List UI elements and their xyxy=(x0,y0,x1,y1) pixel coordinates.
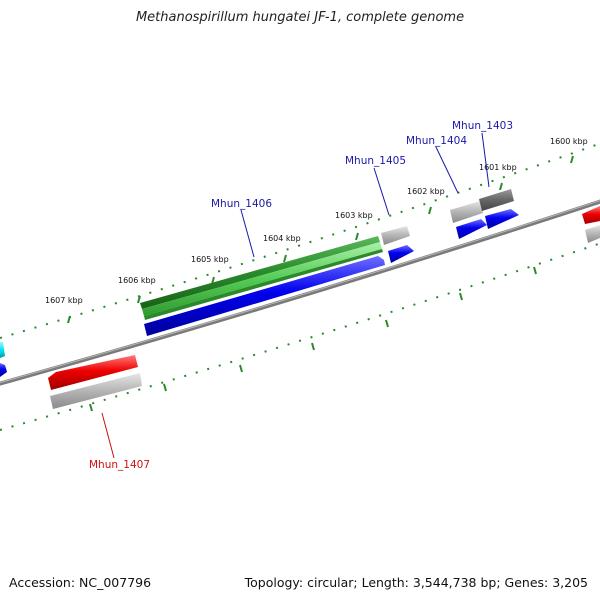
cds-right-edge-red[interactable] xyxy=(582,206,600,224)
tick-label-1606: 1606 kbp xyxy=(118,276,156,285)
gene-feature-mhun-1406-light[interactable] xyxy=(142,242,382,316)
cds-mhun-1404[interactable] xyxy=(456,219,487,239)
feature-mhun-1405-gray[interactable] xyxy=(381,226,410,245)
feature-mhun-1404-gray[interactable] xyxy=(450,201,483,223)
outer-major-ticks xyxy=(67,155,574,324)
accession-text: Accession: NC_007796 xyxy=(9,575,152,590)
cds-mhun-1406[interactable] xyxy=(144,256,385,336)
gene-label-mhun-1405[interactable]: Mhun_1405 xyxy=(345,155,406,167)
genome-backbone xyxy=(0,199,600,386)
cds-mhun-1403[interactable] xyxy=(485,209,519,229)
gene-label-mhun-1404[interactable]: Mhun_1404 xyxy=(406,135,467,147)
tick-label-1603: 1603 kbp xyxy=(335,211,373,220)
cds-mhun-1405[interactable] xyxy=(388,245,414,263)
feature-right-edge-gray[interactable] xyxy=(585,225,600,243)
inner-major-ticks xyxy=(89,266,537,412)
gene-feature-mhun-1406-dark[interactable] xyxy=(140,236,380,309)
tick-label-1602: 1602 kbp xyxy=(407,187,445,196)
tick-label-1605: 1605 kbp xyxy=(191,255,229,264)
gene-feature-mhun-1406-base[interactable] xyxy=(144,249,383,320)
gene-label-mhun-1406[interactable]: Mhun_1406 xyxy=(211,198,272,210)
map-title: Methanospirillum hungatei JF-1, complete… xyxy=(135,10,465,25)
leader-lines xyxy=(101,132,490,459)
gene-label-mhun-1407[interactable]: Mhun_1407 xyxy=(89,459,150,471)
genome-stats-text: Topology: circular; Length: 3,544,738 bp… xyxy=(244,575,588,590)
tick-label-1601: 1601 kbp xyxy=(479,163,517,172)
feature-mhun-1403-dark[interactable] xyxy=(479,189,514,211)
gene-label-mhun-1403[interactable]: Mhun_1403 xyxy=(452,120,513,132)
genome-backbone-highlight xyxy=(0,200,600,384)
feature-mhun-1407-gray[interactable] xyxy=(50,373,142,409)
cds-left-edge-blue[interactable] xyxy=(0,363,7,377)
tick-label-1600: 1600 kbp xyxy=(550,137,588,146)
cds-mhun-1407[interactable] xyxy=(48,355,138,390)
feature-left-edge-cyan[interactable] xyxy=(0,342,5,358)
tick-label-1604: 1604 kbp xyxy=(263,234,301,243)
tick-label-1607: 1607 kbp xyxy=(45,296,83,305)
